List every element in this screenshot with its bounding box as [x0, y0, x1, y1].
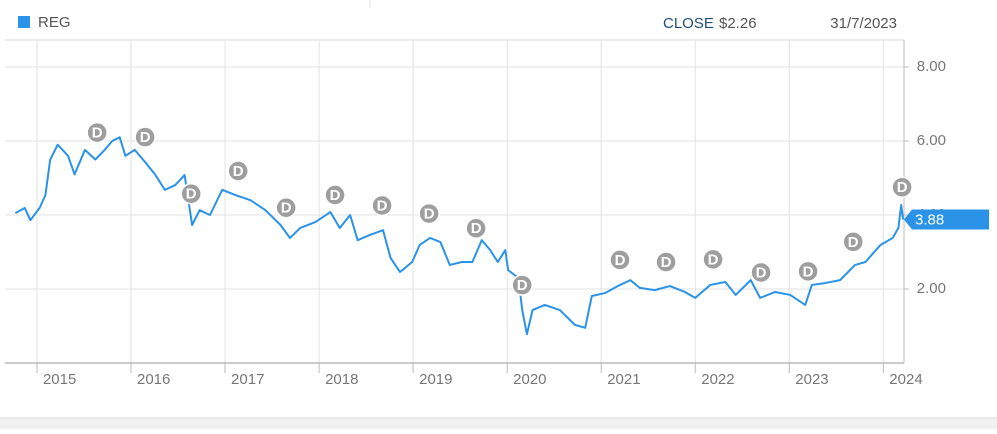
dividend-marker: D — [655, 251, 677, 273]
dividend-badge — [134, 126, 156, 148]
dividend-marker: D — [180, 183, 202, 205]
x-tick-label: 2023 — [795, 371, 828, 388]
close-value: $2.26 — [719, 15, 757, 32]
dividend-label: D — [615, 252, 626, 269]
footer-band — [0, 418, 997, 429]
dividend-marker: D — [891, 176, 913, 198]
dividend-label: D — [92, 125, 103, 142]
dividend-marker: D — [609, 249, 631, 271]
x-tick-label: 2015 — [43, 371, 76, 388]
x-tick-label: 2016 — [137, 371, 170, 388]
dividend-badge — [655, 251, 677, 273]
dividend-marker: D — [842, 231, 864, 253]
dividend-badge — [227, 160, 249, 182]
grid — [5, 40, 904, 363]
y-tick-label: 8.00 — [917, 58, 946, 75]
dividend-marker: D — [702, 248, 724, 271]
dividend-badge — [842, 231, 864, 253]
last-value-flag — [904, 209, 989, 230]
x-tick-label: 2021 — [607, 371, 640, 388]
x-tick-label: 2024 — [889, 371, 922, 388]
legend-swatch — [18, 16, 30, 28]
dividend-badge — [275, 197, 297, 219]
y-tick-label: 6.00 — [917, 132, 946, 149]
dividend-marker: D — [418, 202, 440, 225]
dividend-badge — [702, 248, 724, 271]
dividend-badge — [750, 261, 772, 284]
dividend-badge — [797, 260, 819, 283]
dividend-label: D — [281, 200, 292, 217]
dividend-label: D — [186, 186, 197, 203]
dividend-marker: D — [134, 126, 156, 148]
x-tick-label: 2020 — [513, 371, 546, 388]
close-label: CLOSE — [663, 15, 714, 32]
date-label: 31/7/2023 — [830, 15, 897, 32]
dividend-marker: D — [465, 217, 487, 240]
dividend-marker: D — [797, 260, 819, 283]
dividend-marker: D — [750, 261, 772, 284]
dividend-badge — [418, 202, 440, 225]
dividend-label: D — [377, 197, 388, 214]
dividend-label: D — [756, 264, 767, 281]
dividend-label: D — [233, 163, 244, 180]
dividend-badge — [891, 176, 913, 198]
x-tick-label: 2017 — [231, 371, 264, 388]
dividend-badge — [86, 121, 108, 144]
dividend-label: D — [140, 129, 151, 146]
dividend-label: D — [330, 187, 341, 204]
dividend-marker: D — [511, 274, 533, 296]
dividend-marker: D — [275, 197, 297, 219]
dividend-badge — [609, 249, 631, 271]
dividend-badge — [511, 274, 533, 296]
dividend-badge — [371, 194, 393, 217]
x-tick-label: 2019 — [419, 371, 452, 388]
dividend-label: D — [708, 251, 719, 268]
dividend-marker: D — [371, 194, 393, 217]
dividend-label: D — [661, 254, 672, 271]
dividend-badge — [324, 184, 346, 206]
legend-label: REG — [38, 14, 71, 31]
dividend-marker: D — [86, 121, 108, 144]
dividend-label: D — [897, 179, 908, 196]
dividend-label: D — [848, 234, 859, 251]
dividend-label: D — [424, 206, 435, 223]
dividend-marker: D — [227, 160, 249, 182]
x-tick-label: 2018 — [325, 371, 358, 388]
last-value-label: 3.88 — [915, 211, 944, 228]
dividend-badge — [180, 183, 202, 205]
dividend-marker: D — [324, 184, 346, 206]
dividend-label: D — [517, 277, 528, 294]
dividend-badge — [465, 217, 487, 240]
dividend-label: D — [471, 220, 482, 237]
x-tick-label: 2022 — [701, 371, 734, 388]
y-tick-label: 2.00 — [917, 280, 946, 297]
price-line — [14, 136, 905, 336]
dividend-label: D — [803, 263, 814, 280]
